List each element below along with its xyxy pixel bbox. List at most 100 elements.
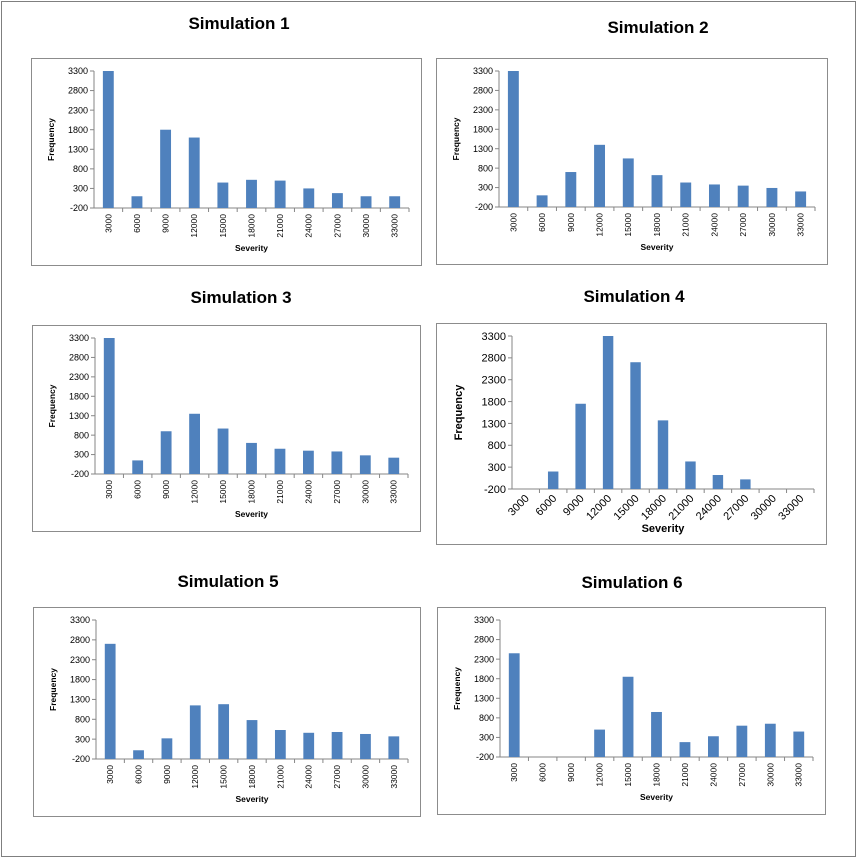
chart-svg-1: -200 300 800 1300 1800 2300 2800 3300 3000 6000 90…	[46, 66, 410, 253]
y-tick-label: 2800	[474, 635, 494, 645]
chart-svg-3: -200 300 800 1300 1800 2300 2800 3300 3000 6000 90…	[47, 333, 409, 519]
x-tick-label: 3000	[508, 213, 518, 232]
bar	[189, 413, 200, 474]
bar	[795, 191, 807, 207]
x-tick-label: 30000	[361, 214, 371, 238]
y-tick-label: 1800	[68, 125, 88, 135]
bar	[651, 175, 663, 207]
y-tick-label: 800	[73, 164, 88, 174]
x-axis-title: Severity	[640, 242, 673, 252]
y-tick-label: 1300	[482, 418, 506, 430]
x-tick-label: 6000	[133, 480, 143, 499]
y-tick-label: 800	[479, 713, 494, 723]
x-tick-label: 33000	[776, 493, 806, 523]
y-tick-label: 800	[478, 163, 493, 173]
chart-title-4: Simulation 4	[583, 287, 685, 306]
x-tick-label: 9000	[561, 493, 587, 519]
x-tick-label: 9000	[161, 214, 171, 233]
x-tick-label: 24000	[304, 214, 314, 238]
bar	[389, 196, 401, 208]
y-tick-label: 800	[488, 440, 506, 452]
x-tick-label: 27000	[332, 214, 342, 238]
x-tick-label: 6000	[132, 214, 142, 233]
bar	[189, 705, 201, 759]
bar	[360, 733, 371, 759]
y-tick-label: 1800	[70, 675, 90, 685]
y-axis-title: Frequency	[452, 667, 462, 710]
x-tick-label: 30000	[360, 480, 370, 504]
chart-title-3: Simulation 3	[190, 288, 292, 307]
y-tick-label: 800	[75, 714, 90, 724]
x-tick-label: 3000	[509, 763, 519, 782]
bar	[274, 448, 286, 474]
y-tick-label: 3300	[70, 615, 90, 625]
x-tick-label: 24000	[694, 493, 724, 523]
y-tick-label: 1300	[70, 695, 90, 705]
y-tick-label: 3300	[474, 615, 494, 625]
x-tick-label: 6000	[537, 213, 547, 232]
x-tick-label: 30000	[767, 213, 777, 237]
bar	[737, 185, 749, 207]
bar	[536, 195, 548, 207]
x-tick-label: 21000	[680, 763, 690, 787]
y-tick-label: 2300	[70, 655, 90, 665]
bar	[388, 457, 400, 474]
x-tick-label: 18000	[651, 763, 661, 787]
y-tick-label: -200	[484, 484, 506, 496]
bar	[274, 730, 286, 759]
bar	[160, 431, 172, 474]
bar	[602, 336, 614, 489]
bar	[766, 187, 778, 207]
x-tick-label: 24000	[709, 213, 719, 237]
chart-title-2: Simulation 2	[607, 18, 709, 37]
x-tick-label: 6000	[538, 763, 548, 782]
bar	[679, 742, 691, 757]
bar	[565, 172, 577, 207]
bar	[630, 362, 641, 489]
y-tick-label: 1300	[473, 144, 493, 154]
x-tick-label: 12000	[595, 213, 605, 237]
x-tick-label: 18000	[246, 480, 256, 504]
chart-panel-3: -200 300 800 1300 1800 2300 2800 3300 3000 6000 90…	[32, 325, 421, 532]
x-tick-label: 9000	[162, 765, 172, 784]
y-tick-label: -200	[70, 203, 88, 213]
bar	[246, 720, 258, 759]
bar	[359, 455, 371, 474]
bar	[657, 420, 669, 489]
x-tick-label: 21000	[666, 493, 696, 523]
y-tick-label: 2800	[70, 635, 90, 645]
x-tick-label: 24000	[708, 763, 718, 787]
y-tick-label: 300	[479, 733, 494, 743]
x-tick-label: 9000	[566, 213, 576, 232]
x-tick-label: 33000	[796, 213, 806, 237]
y-tick-label: 300	[478, 183, 493, 193]
x-tick-label: 9000	[161, 480, 171, 499]
x-axis-title: Severity	[642, 523, 686, 535]
bar	[764, 723, 776, 757]
y-tick-label: 3300	[69, 333, 89, 343]
y-tick-label: 2800	[68, 86, 88, 96]
y-tick-label: 2800	[69, 353, 89, 363]
y-tick-label: 1300	[68, 144, 88, 154]
x-tick-label: 33000	[390, 214, 400, 238]
x-tick-label: 27000	[737, 763, 747, 787]
x-tick-label: 24000	[303, 480, 313, 504]
y-tick-label: 300	[74, 450, 89, 460]
bar	[217, 428, 229, 474]
y-axis-title: Frequency	[47, 384, 57, 427]
chart-panel-4: -200 300 800 1300 1800 2300 2800 3300 3000 6000 90…	[436, 323, 827, 545]
bar	[331, 731, 343, 759]
y-tick-label: -200	[475, 202, 493, 212]
y-axis-title: Frequency	[453, 384, 465, 441]
bar	[594, 144, 606, 207]
bar	[740, 479, 751, 489]
x-tick-label: 27000	[332, 765, 342, 789]
bar	[246, 179, 257, 208]
x-tick-label: 30000	[749, 493, 779, 523]
y-tick-label: 1800	[482, 396, 506, 408]
chart-svg-4: -200 300 800 1300 1800 2300 2800 3300 3000 6000 90…	[453, 331, 815, 535]
x-tick-label: 9000	[566, 763, 576, 782]
chart-title-1: Simulation 1	[188, 14, 290, 33]
x-axis-title: Severity	[235, 243, 268, 253]
bar	[547, 471, 559, 489]
